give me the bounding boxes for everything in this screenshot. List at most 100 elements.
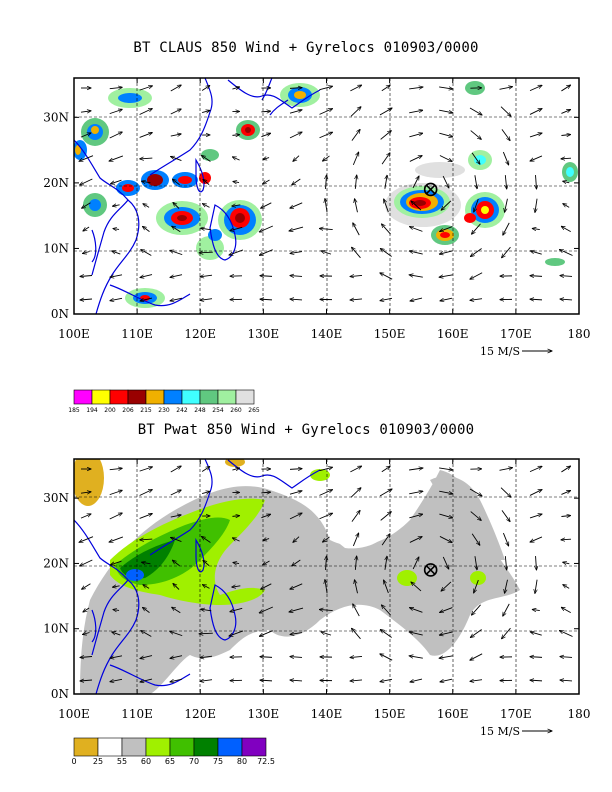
longitude-tick-label: 130E bbox=[248, 707, 280, 721]
wind-vector bbox=[319, 609, 333, 610]
colorbar-label: 254 bbox=[212, 407, 224, 414]
wind-vector bbox=[409, 468, 423, 470]
wind-vector bbox=[563, 181, 570, 183]
wind-vector bbox=[561, 539, 572, 540]
colorbar-label: 80 bbox=[237, 757, 247, 766]
wind-vector bbox=[409, 537, 422, 543]
wind-vector bbox=[290, 252, 303, 254]
wind-vector bbox=[139, 86, 153, 91]
wind-vector bbox=[530, 299, 543, 300]
wind-vector bbox=[289, 88, 302, 89]
wind-vector bbox=[439, 631, 453, 635]
wind-vector bbox=[380, 131, 392, 140]
wind-vector bbox=[232, 468, 239, 470]
colorbar-label: 55 bbox=[117, 757, 127, 766]
wind-vector bbox=[439, 132, 452, 137]
wind-vector bbox=[470, 248, 482, 256]
wind-vector bbox=[82, 583, 91, 589]
wind-vector bbox=[109, 109, 123, 115]
wind-vector bbox=[260, 299, 273, 300]
wind-vector bbox=[203, 585, 210, 589]
wind-vector bbox=[319, 132, 333, 139]
wind-vector bbox=[319, 228, 333, 229]
wind-vector bbox=[505, 556, 506, 570]
wind-vector bbox=[201, 609, 212, 611]
wind-vector bbox=[440, 226, 453, 232]
wind-vector bbox=[141, 250, 152, 256]
panel-title-top: BT CLAUS 850 Wind + Gyrelocs 010903/0000 bbox=[133, 40, 479, 56]
wind-vector bbox=[201, 86, 210, 91]
longitude-tick-label: 140E bbox=[311, 707, 343, 721]
map-panel-pwat: 100E 110E 120E 130E 140E 150E 160E 170E 180 0N10… bbox=[43, 458, 590, 766]
wind-vector bbox=[202, 491, 210, 493]
wind-vector bbox=[202, 110, 210, 112]
pwat-contours bbox=[74, 459, 520, 694]
colorbar-swatch bbox=[91, 389, 111, 405]
wind-vector bbox=[535, 198, 537, 213]
wind-vector bbox=[532, 609, 540, 610]
latitude-tick-label: 20N bbox=[43, 556, 69, 570]
wind-vector bbox=[529, 109, 542, 115]
latitude-tick-label: 20N bbox=[43, 176, 69, 190]
wind-vector bbox=[140, 678, 153, 682]
wind-vector bbox=[229, 249, 244, 255]
wind-vector bbox=[381, 605, 391, 616]
wind-vector bbox=[261, 492, 270, 493]
wind-vector bbox=[412, 176, 419, 189]
wind-vector bbox=[170, 297, 183, 301]
wind-vector bbox=[141, 631, 152, 637]
wind-vector bbox=[143, 607, 150, 613]
wind-vector bbox=[503, 222, 510, 235]
wind-vector bbox=[409, 656, 423, 659]
wind-vector bbox=[109, 536, 124, 542]
longitude-tick-label: 120E bbox=[184, 327, 216, 341]
wind-vector bbox=[325, 580, 327, 594]
wind-vector bbox=[351, 129, 360, 141]
colorbar-label: 206 bbox=[122, 407, 134, 414]
wind-vector bbox=[355, 556, 356, 570]
wind-vector bbox=[232, 538, 240, 542]
latitude-tick-label: 0N bbox=[51, 307, 69, 321]
wind-vectors bbox=[79, 466, 573, 682]
wind-vector bbox=[172, 607, 181, 614]
wind-vector bbox=[561, 607, 571, 614]
colorbar-label: 194 bbox=[86, 407, 98, 414]
wind-vector bbox=[263, 539, 270, 541]
wind-vector bbox=[199, 252, 213, 253]
wind-vector bbox=[80, 133, 91, 138]
wind-vector bbox=[505, 579, 508, 593]
wind-vector bbox=[500, 106, 511, 117]
colorbar-swatch bbox=[97, 737, 123, 757]
wind-vector bbox=[259, 606, 274, 613]
wind-vector bbox=[409, 87, 423, 89]
wind-vector bbox=[260, 657, 273, 658]
wind-vector bbox=[289, 491, 302, 495]
wind-vector bbox=[502, 532, 508, 546]
wind-vector bbox=[442, 175, 449, 188]
wind-vector bbox=[170, 515, 181, 517]
colorbar-label: 248 bbox=[194, 407, 206, 414]
wind-vector bbox=[350, 275, 363, 276]
wind-vector bbox=[440, 607, 453, 613]
wind-vector bbox=[561, 85, 570, 92]
wind-vector bbox=[290, 299, 303, 300]
wind-vector bbox=[474, 198, 479, 212]
wind-vector bbox=[410, 227, 423, 232]
wind-vector bbox=[203, 560, 210, 566]
wind-vector bbox=[82, 202, 91, 208]
wind-vector bbox=[411, 582, 422, 592]
wind-vector bbox=[80, 514, 91, 519]
wind-vector bbox=[350, 656, 363, 657]
wind-vector bbox=[230, 226, 243, 230]
wind-vector bbox=[140, 655, 153, 659]
wind-vector bbox=[439, 109, 453, 113]
longitude-tick-label: 110E bbox=[121, 707, 153, 721]
wind-vector bbox=[529, 85, 542, 92]
wind-vector bbox=[380, 630, 392, 638]
colorbar-label: 0 bbox=[71, 757, 76, 766]
wind-vector bbox=[379, 108, 392, 116]
colorbar-swatch bbox=[163, 389, 183, 405]
wind-vector bbox=[563, 204, 570, 208]
wind-vector bbox=[80, 492, 91, 493]
